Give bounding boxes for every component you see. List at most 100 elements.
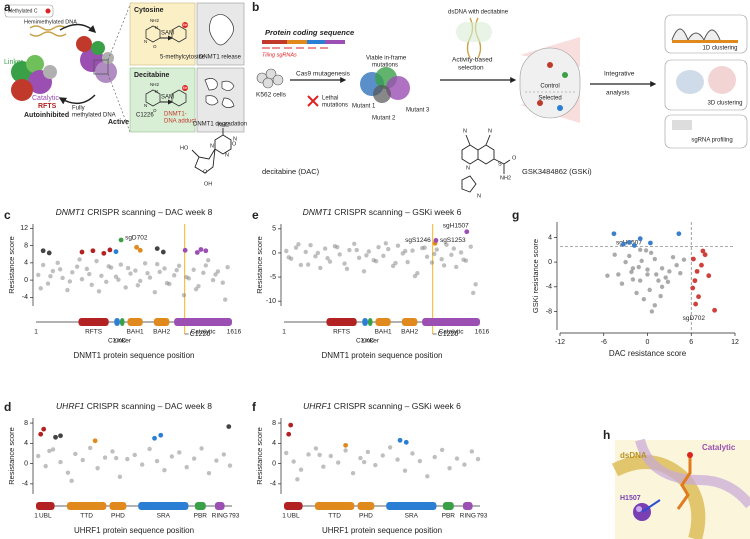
- point: [645, 267, 650, 272]
- domain-label: BAH1: [375, 329, 392, 336]
- atom-label: NH2: [150, 82, 159, 87]
- chart-title: UHRF1 CRISPR scanning – DAC week 8: [56, 401, 212, 411]
- point: [223, 297, 228, 302]
- domain: [326, 318, 357, 326]
- title-text: CRISPR scanning – DAC week 8: [85, 207, 213, 217]
- point: [138, 278, 143, 284]
- point: [469, 449, 475, 454]
- marker-label: C1226: [190, 331, 211, 338]
- point: [354, 247, 359, 253]
- highlight-point: [92, 438, 98, 444]
- atom-label: O: [512, 155, 517, 161]
- point: [201, 270, 206, 275]
- domain: [78, 318, 109, 326]
- point: [48, 274, 53, 279]
- x-axis-label: UHRF1 protein sequence position: [322, 526, 442, 535]
- label: Control: [540, 84, 559, 90]
- domain-label: PBR: [442, 513, 456, 520]
- point: [102, 455, 108, 460]
- highlight-point: [694, 268, 700, 274]
- point: [125, 265, 131, 271]
- chart-title: DNMT1 CRISPR scanning – GSKi week 6: [303, 207, 462, 217]
- point: [352, 241, 357, 246]
- point: [106, 264, 111, 269]
- point: [210, 277, 216, 283]
- point: [328, 453, 333, 459]
- point: [390, 263, 396, 269]
- domain: [462, 502, 473, 510]
- point: [154, 458, 160, 464]
- domain-label: RING: [460, 513, 476, 520]
- domain: [367, 318, 373, 326]
- point: [40, 262, 46, 268]
- atom-label: OH: [204, 181, 212, 187]
- point: [125, 456, 130, 462]
- panel-label: e: [252, 208, 259, 222]
- y-tick-label: 0: [548, 259, 552, 266]
- domain-label: PHD: [359, 513, 373, 520]
- point: [199, 446, 204, 451]
- label: SAM: [161, 95, 174, 101]
- label: analysis: [606, 90, 630, 97]
- domain: [386, 502, 437, 510]
- point: [417, 458, 423, 464]
- point: [648, 250, 654, 256]
- point: [70, 270, 75, 275]
- point-label: sgD702: [683, 315, 706, 322]
- point: [645, 272, 650, 277]
- domain: [114, 318, 120, 326]
- x-tick-label: -12: [555, 339, 565, 346]
- point: [612, 252, 617, 257]
- highlight-point: [464, 229, 470, 235]
- point: [57, 267, 63, 272]
- point: [213, 272, 218, 277]
- highlight-point: [343, 442, 349, 448]
- point: [147, 446, 152, 452]
- domain: [442, 502, 454, 510]
- point: [441, 263, 447, 268]
- y-tick-label: -10: [266, 298, 276, 305]
- y-tick-label: 8: [24, 242, 28, 249]
- point: [135, 283, 141, 288]
- domain: [119, 318, 125, 326]
- point: [145, 271, 150, 276]
- highlight-point: [692, 278, 698, 284]
- domain-label: BAH2: [153, 329, 170, 336]
- point: [444, 242, 449, 247]
- point: [313, 254, 318, 259]
- point: [395, 243, 401, 248]
- point: [393, 260, 398, 266]
- label: sgRNA profiling: [691, 138, 732, 144]
- point: [36, 453, 41, 459]
- domain: [214, 502, 225, 510]
- point: [647, 287, 652, 293]
- point: [117, 474, 123, 479]
- domain-label: UBL: [39, 513, 52, 520]
- point: [162, 467, 167, 473]
- point: [55, 260, 60, 266]
- point: [89, 282, 94, 288]
- point: [296, 242, 301, 247]
- point: [422, 245, 427, 250]
- point: [67, 279, 73, 284]
- point: [47, 448, 52, 454]
- point: [191, 267, 196, 272]
- y-axis-label: Resistance score: [255, 236, 264, 294]
- point: [110, 449, 115, 454]
- highlight-point: [699, 262, 704, 268]
- point: [225, 264, 230, 270]
- point: [313, 446, 319, 451]
- point: [429, 260, 435, 265]
- point: [164, 280, 170, 286]
- highlight-point: [58, 433, 63, 439]
- point: [641, 296, 647, 302]
- highlight-point: [286, 431, 292, 437]
- domain: [194, 502, 206, 510]
- domain: [284, 502, 303, 510]
- highlight-point: [53, 434, 58, 440]
- point: [342, 261, 347, 266]
- highlight-point: [113, 249, 119, 255]
- highlight-point: [160, 249, 166, 255]
- atom-label: O: [153, 108, 157, 113]
